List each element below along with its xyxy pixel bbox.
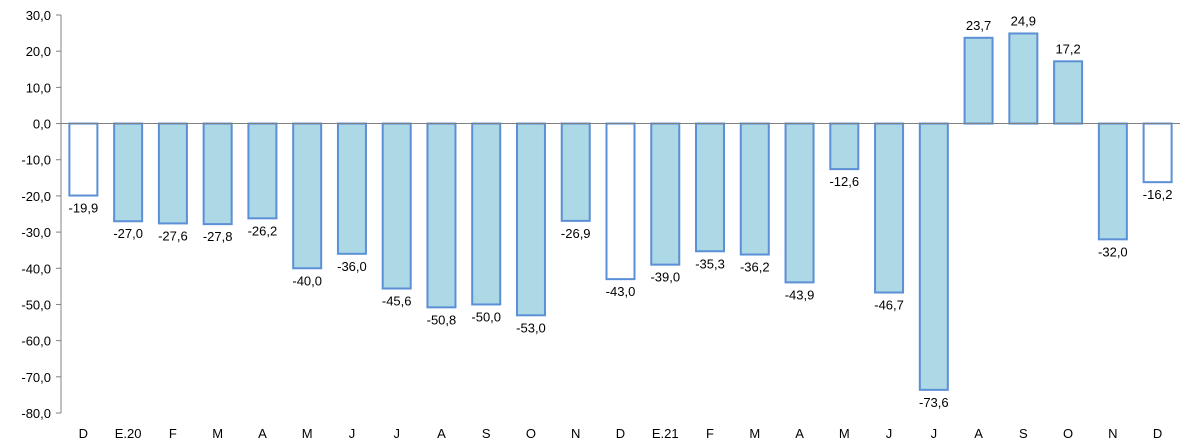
x-tick-label: A: [437, 426, 446, 441]
data-label: -19,9: [69, 201, 99, 216]
data-label: -32,0: [1098, 244, 1128, 259]
x-tick-label: M: [302, 426, 313, 441]
bar: [515, 122, 546, 317]
data-label: -50,8: [427, 312, 457, 327]
bar: [739, 122, 770, 256]
data-label: -45,6: [382, 294, 412, 309]
data-label: -39,0: [650, 270, 680, 285]
y-tick-label: -20,0: [21, 189, 51, 204]
y-tick-label: 20,0: [26, 44, 51, 59]
x-tick-label: J: [931, 426, 938, 441]
data-label: -26,9: [561, 226, 591, 241]
y-tick-label: 30,0: [26, 8, 51, 23]
y-tick-label: 10,0: [26, 80, 51, 95]
bar: [874, 122, 905, 294]
data-label: -27,6: [158, 228, 188, 243]
bar: [157, 122, 188, 225]
bar: [1142, 122, 1173, 184]
y-tick-label: -70,0: [21, 370, 51, 385]
data-label: -36,2: [740, 260, 770, 275]
data-label: -43,0: [606, 284, 636, 299]
bar: [560, 122, 591, 222]
data-label: -53,0: [516, 320, 546, 335]
bar: [1053, 60, 1084, 125]
x-tick-label: N: [1108, 426, 1117, 441]
bar: [202, 122, 233, 226]
data-label: -27,0: [113, 226, 143, 241]
data-label: -12,6: [829, 174, 859, 189]
x-tick-label: E.21: [652, 426, 679, 441]
x-tick-label: D: [1153, 426, 1162, 441]
x-tick-label: M: [749, 426, 760, 441]
data-label: 17,2: [1055, 41, 1080, 56]
x-tick-label: J: [886, 426, 893, 441]
x-tick-label: J: [349, 426, 356, 441]
bar: [650, 122, 681, 266]
y-tick-label: 0,0: [33, 117, 51, 132]
x-tick-label: O: [526, 426, 536, 441]
data-label: -26,2: [248, 223, 278, 238]
x-tick-label: F: [169, 426, 177, 441]
x-tick-label: O: [1063, 426, 1073, 441]
bar: [1008, 32, 1039, 125]
y-tick-label: -60,0: [21, 334, 51, 349]
x-tick-label: S: [482, 426, 491, 441]
x-tick-label: E.20: [115, 426, 142, 441]
x-tick-label: N: [571, 426, 580, 441]
data-labels: -19,9 -27,0 -27,6 -27,8 -26,2 -40,0 -36,0 -45,6…: [69, 13, 1173, 409]
data-label: -36,0: [337, 259, 367, 274]
data-label: -46,7: [874, 298, 904, 313]
x-tick-label: M: [212, 426, 223, 441]
bar: [471, 122, 502, 306]
bar: [336, 122, 367, 255]
data-label: -27,8: [203, 229, 233, 244]
data-label: -43,9: [785, 287, 815, 302]
y-tick-label: -50,0: [21, 297, 51, 312]
data-label: 23,7: [966, 18, 991, 33]
x-tick-label: A: [258, 426, 267, 441]
data-label: -73,6: [919, 395, 949, 410]
x-tick-label: S: [1019, 426, 1028, 441]
bar: [1097, 122, 1128, 241]
bar: [829, 122, 860, 171]
y-tick-label: -10,0: [21, 153, 51, 168]
bar: [605, 122, 636, 281]
x-tick-label: A: [795, 426, 804, 441]
bar: [247, 122, 278, 220]
x-tick-label: A: [974, 426, 983, 441]
y-axis: 30,0 20,0 10,0 0,0 -10,0 -20,0 -30,0 -40,0 -50,0…: [21, 8, 62, 421]
bar: [695, 122, 726, 253]
y-tick-label: -80,0: [21, 406, 51, 421]
bar: [918, 122, 949, 391]
bar: [963, 36, 994, 125]
y-tick-label: -40,0: [21, 261, 51, 276]
bar: [381, 122, 412, 290]
x-tick-label: J: [393, 426, 400, 441]
data-label: -50,0: [471, 309, 501, 324]
x-tick-label: D: [79, 426, 88, 441]
data-label: -35,3: [695, 256, 725, 271]
bar: [68, 122, 99, 197]
data-label: 24,9: [1011, 13, 1036, 28]
data-label: -16,2: [1143, 187, 1173, 202]
x-axis: D E.20 F M A M J J A S O N D E.21 F M A M J J A S O N D: [61, 123, 1180, 441]
bars: [68, 32, 1173, 391]
bar: [784, 122, 815, 284]
x-tick-label: F: [706, 426, 714, 441]
bar: [426, 122, 457, 309]
x-tick-label: M: [839, 426, 850, 441]
bar: [292, 122, 323, 270]
bar: [113, 122, 144, 223]
data-label: -40,0: [292, 273, 322, 288]
x-tick-label: D: [616, 426, 625, 441]
y-tick-label: -30,0: [21, 225, 51, 240]
